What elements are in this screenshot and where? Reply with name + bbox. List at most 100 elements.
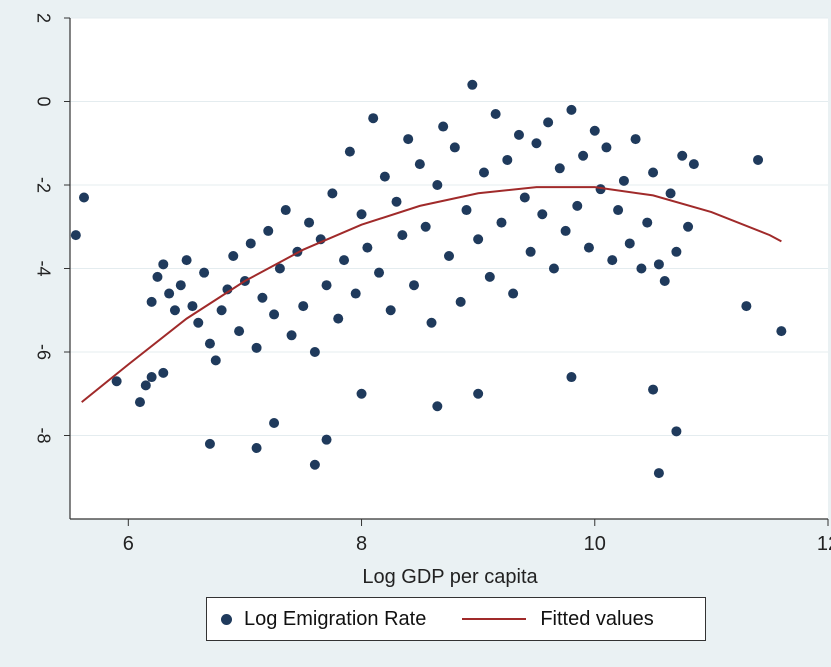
data-point	[671, 246, 682, 257]
data-point	[321, 280, 332, 291]
data-point	[397, 230, 408, 241]
data-point	[204, 438, 215, 449]
data-point	[263, 225, 274, 236]
x-axis-label: Log GDP per capita	[362, 566, 538, 588]
data-point	[146, 296, 157, 307]
data-point	[251, 342, 262, 353]
data-point	[473, 234, 484, 245]
data-point	[257, 292, 268, 303]
data-point	[304, 217, 315, 228]
data-point	[578, 150, 589, 161]
data-point	[618, 175, 629, 186]
data-point	[403, 134, 414, 145]
fitted-line-path	[81, 186, 782, 403]
data-point	[164, 288, 175, 299]
data-point	[280, 205, 291, 216]
data-point	[234, 326, 245, 337]
data-point	[490, 109, 501, 120]
data-point	[187, 301, 198, 312]
data-point	[583, 242, 594, 253]
data-point	[193, 317, 204, 328]
data-point	[368, 113, 379, 124]
data-point	[339, 255, 350, 266]
data-point	[152, 271, 163, 282]
data-point	[432, 180, 443, 190]
data-point	[653, 468, 664, 479]
data-point	[683, 221, 694, 232]
data-point	[228, 250, 239, 261]
x-tick-label: 12	[817, 533, 831, 555]
legend: Log Emigration Rate Fitted values	[206, 597, 706, 641]
data-point	[642, 217, 653, 228]
data-point	[286, 330, 297, 341]
data-point	[624, 238, 635, 249]
y-tick-label: -2	[33, 177, 53, 193]
data-point	[560, 225, 571, 236]
data-point	[216, 305, 227, 316]
data-point	[269, 417, 280, 428]
data-point	[659, 276, 670, 287]
data-point	[111, 376, 122, 387]
data-point	[665, 188, 676, 199]
data-point	[648, 384, 659, 395]
data-point	[554, 163, 565, 174]
data-point	[245, 238, 256, 249]
data-point	[438, 121, 449, 132]
data-point	[449, 142, 460, 153]
data-point	[607, 255, 618, 266]
data-point	[158, 367, 169, 378]
fitted-line	[81, 186, 782, 403]
data-point	[78, 192, 89, 203]
scatter-points	[70, 79, 787, 479]
data-point	[630, 134, 641, 145]
data-point	[391, 196, 402, 207]
y-tick-label: 2	[33, 13, 53, 23]
data-point	[379, 171, 390, 182]
data-point	[70, 230, 81, 241]
data-point	[653, 259, 664, 270]
data-point	[385, 305, 396, 316]
data-point	[566, 104, 577, 115]
legend-line-icon	[462, 618, 527, 620]
data-point	[648, 167, 659, 178]
data-point	[274, 263, 285, 274]
data-point	[636, 263, 647, 274]
data-point	[467, 79, 478, 90]
data-point	[543, 117, 554, 128]
data-point	[461, 205, 472, 216]
data-point	[309, 459, 320, 470]
data-point	[537, 209, 548, 220]
data-point	[414, 159, 425, 170]
data-point	[478, 167, 489, 178]
data-point	[496, 217, 507, 228]
y-tick-label: -6	[33, 344, 53, 360]
data-point	[374, 267, 385, 278]
data-point	[513, 129, 524, 140]
y-tick-label: -8	[33, 427, 53, 443]
axes: 2 0 -2 -4 -6 -8 6 8 10 12	[33, 13, 831, 555]
x-tick-label: 8	[356, 533, 367, 555]
data-point	[519, 192, 530, 203]
legend-marker-dot-icon	[221, 613, 232, 625]
data-point	[613, 205, 624, 216]
data-point	[181, 255, 192, 266]
data-point	[169, 305, 180, 316]
data-point	[508, 288, 519, 299]
data-point	[601, 142, 612, 153]
y-tick-label: 0	[33, 96, 53, 106]
data-point	[525, 246, 536, 257]
data-point	[175, 280, 186, 291]
data-point	[484, 271, 495, 282]
data-point	[210, 355, 221, 366]
data-point	[204, 338, 215, 349]
data-point	[688, 159, 699, 170]
data-point	[327, 188, 338, 199]
x-tick-label: 10	[584, 533, 606, 555]
data-point	[356, 209, 367, 220]
data-point	[158, 259, 169, 270]
data-point	[741, 301, 752, 312]
data-point	[589, 125, 600, 136]
data-point	[753, 154, 764, 165]
data-point	[356, 388, 367, 399]
